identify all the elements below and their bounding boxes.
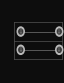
Circle shape	[56, 27, 63, 36]
Circle shape	[19, 29, 23, 34]
Circle shape	[19, 47, 23, 52]
Circle shape	[17, 45, 24, 54]
Circle shape	[57, 47, 61, 52]
Circle shape	[57, 29, 61, 34]
Circle shape	[56, 45, 63, 54]
Circle shape	[17, 27, 24, 36]
